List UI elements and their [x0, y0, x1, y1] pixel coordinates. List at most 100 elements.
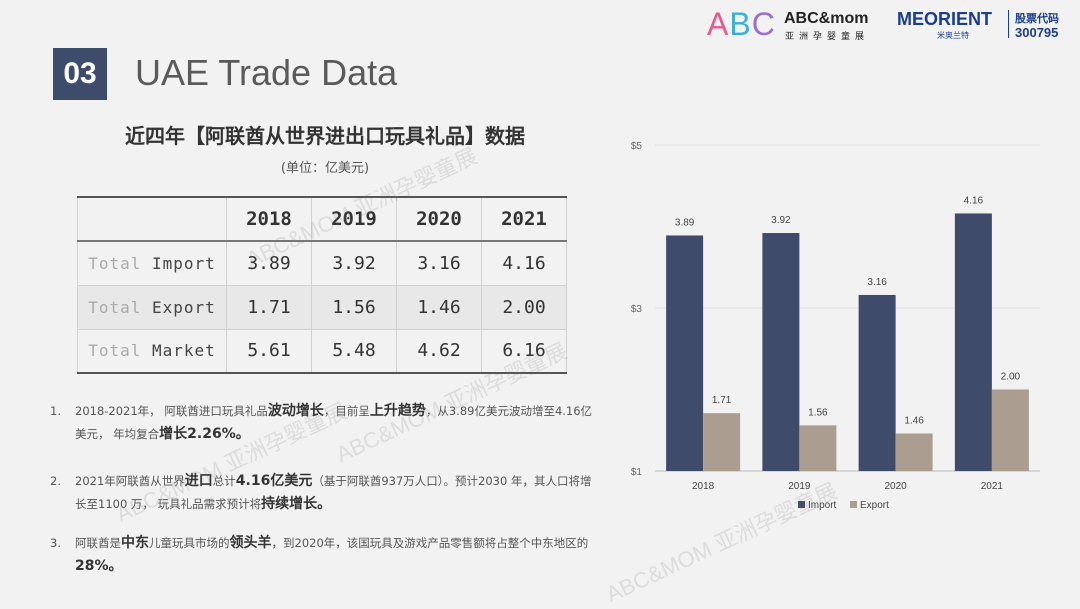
table-cell: 3.89 — [226, 240, 312, 286]
note-segment: （基于阿联酋937万人口）。预计2030 年，其人口将增长至1100 万， 玩具… — [75, 474, 592, 511]
table-cell: 1.56 — [311, 284, 397, 330]
note-item: 2. 2021年阿联酋从世界进口总计4.16亿美元（基于阿联酋937万人口）。预计… — [50, 470, 595, 516]
row-label: Total Export — [77, 284, 227, 330]
logo-letters: ABC — [707, 6, 776, 43]
y-tick-label: $3 — [631, 304, 643, 315]
logo-brand: ABC&mom — [784, 10, 869, 27]
table-cell: 3.16 — [396, 240, 482, 286]
bar-import — [666, 235, 704, 471]
x-tick-label: 2018 — [692, 481, 715, 492]
table-cell: 4.16 — [481, 240, 567, 286]
note-highlight: 领头羊 — [229, 535, 272, 551]
data-label: 1.56 — [808, 407, 828, 418]
x-tick-label: 2020 — [885, 481, 908, 492]
meorient-brand: MEORIENT — [897, 9, 993, 29]
table-cell: 1.46 — [396, 284, 482, 330]
note-highlight: 增长2.26%。 — [159, 426, 250, 442]
bar-import — [858, 294, 896, 471]
note-segment: ，到2020年，该国玩具及游戏产品零售额将占整个中东地区的 — [271, 536, 589, 550]
logo-letter-c: C — [751, 6, 776, 42]
legend-swatch-import — [798, 501, 805, 508]
note-segment: ，从3.89亿美元波动增至4.16亿美元， 年均复合 — [75, 404, 593, 441]
note-item: 1. 2018-2021年， 阿联酋进口玩具礼品波动增长，目前呈上升趋势，从3.8… — [50, 400, 595, 446]
note-segment: 总计 — [212, 474, 236, 488]
x-tick-label: 2019 — [788, 481, 811, 492]
x-tick-label: 2021 — [981, 481, 1004, 492]
row-label-prefix: Total — [88, 253, 142, 273]
row-label: Total Market — [77, 328, 227, 374]
stock-label: 股票代码 — [1015, 12, 1059, 25]
bar-export — [703, 413, 741, 471]
bar-export — [799, 425, 837, 471]
note-highlight: 4.16亿美元 — [235, 473, 313, 489]
row-label-text: Market — [152, 341, 216, 361]
stock-code: 300795 — [1015, 25, 1059, 40]
table-unit: (单位：亿美元) — [280, 161, 370, 176]
note-segment: 儿童玩具市场的 — [149, 536, 230, 550]
bar-export — [895, 433, 933, 471]
page-title: UAE Trade Data — [135, 52, 398, 93]
table-header-empty — [77, 196, 227, 242]
logo-divider — [1008, 10, 1009, 38]
table-cell: 5.48 — [311, 328, 397, 374]
bar-import — [762, 233, 800, 471]
note-highlight: 上升趋势 — [369, 403, 426, 419]
note-highlight: 28%。 — [75, 558, 123, 574]
note-highlight: 持续增长。 — [261, 496, 332, 512]
row-label-text: Import — [152, 253, 216, 273]
data-label: 4.16 — [964, 195, 984, 206]
data-label: 3.16 — [867, 277, 887, 288]
table-cell: 5.61 — [226, 328, 312, 374]
trade-data-table: 2018 2019 2020 2021 Total Import 3.89 3.… — [77, 196, 567, 374]
legend-label: Import — [808, 500, 837, 511]
note-highlight: 进口 — [184, 473, 213, 489]
data-label: 3.92 — [771, 215, 791, 226]
note-segment: ，目前呈 — [323, 404, 370, 418]
table-cell: 6.16 — [481, 328, 567, 374]
note-number: 2. — [50, 474, 61, 488]
abc-mom-logo: ABC ABC&mom 亚洲孕婴童展 — [707, 6, 887, 43]
data-label: 2.00 — [1001, 372, 1021, 383]
table-row-export: Total Export 1.71 1.56 1.46 2.00 — [77, 284, 567, 330]
row-label: Total Import — [77, 240, 227, 286]
data-label: 3.89 — [675, 217, 695, 228]
bar-import — [954, 213, 992, 471]
table-row-market: Total Market 5.61 5.48 4.62 6.16 — [77, 328, 567, 374]
note-number: 3. — [50, 536, 61, 550]
bar-export — [991, 389, 1029, 471]
note-text: 阿联酋是中东儿童玩具市场的领头羊，到2020年，该国玩具及游戏产品零售额将占整个… — [75, 532, 595, 578]
year-header: 2020 — [396, 196, 482, 242]
row-label-prefix: Total — [88, 297, 142, 317]
note-segment: 阿联酋是 — [75, 536, 121, 550]
row-label-prefix: Total — [88, 341, 142, 361]
table-header-row: 2018 2019 2020 2021 — [77, 196, 567, 242]
note-highlight: 中东 — [121, 535, 149, 551]
trade-bar-chart: $5 $3 $1 3.89 1.71 2018 3.92 1.56 2019 3.16 1.46 20… — [631, 141, 1040, 511]
logo-letter-b: B — [729, 6, 752, 42]
meorient-sub: 米奥兰特 — [937, 31, 969, 40]
note-text: 2021年阿联酋从世界进口总计4.16亿美元（基于阿联酋937万人口）。预计20… — [75, 470, 595, 516]
section-number: 03 — [63, 57, 97, 90]
data-label: 1.71 — [712, 395, 732, 406]
note-segment: 2021年阿联酋从世界 — [75, 474, 185, 488]
note-item: 3. 阿联酋是中东儿童玩具市场的领头羊，到2020年，该国玩具及游戏产品零售额将占… — [50, 532, 595, 578]
note-number: 1. — [50, 404, 61, 418]
year-header: 2021 — [481, 196, 567, 242]
table-cell: 3.92 — [311, 240, 397, 286]
meorient-logo: MEORIENT 米奥兰特 股票代码 300795 — [897, 8, 1077, 40]
logo-brand-sub: 亚洲孕婴童展 — [785, 32, 870, 42]
note-highlight: 波动增长 — [267, 403, 324, 419]
logo-letter-a: A — [707, 6, 730, 42]
row-label-text: Export — [152, 297, 216, 317]
section-number-badge: 03 — [53, 48, 107, 100]
note-text: 2018-2021年， 阿联酋进口玩具礼品波动增长，目前呈上升趋势，从3.89亿… — [75, 400, 595, 446]
table-title: 近四年【阿联酋从世界进出口玩具礼品】数据 — [125, 124, 525, 148]
table-cell: 2.00 — [481, 284, 567, 330]
legend-swatch-export — [850, 501, 857, 508]
y-tick-label: $1 — [631, 467, 643, 478]
table-cell: 4.62 — [396, 328, 482, 374]
legend-label: Export — [860, 500, 889, 511]
note-segment: 2018-2021年， 阿联酋进口玩具礼品 — [75, 404, 268, 418]
data-label: 1.46 — [904, 416, 924, 427]
table-cell: 1.71 — [226, 284, 312, 330]
